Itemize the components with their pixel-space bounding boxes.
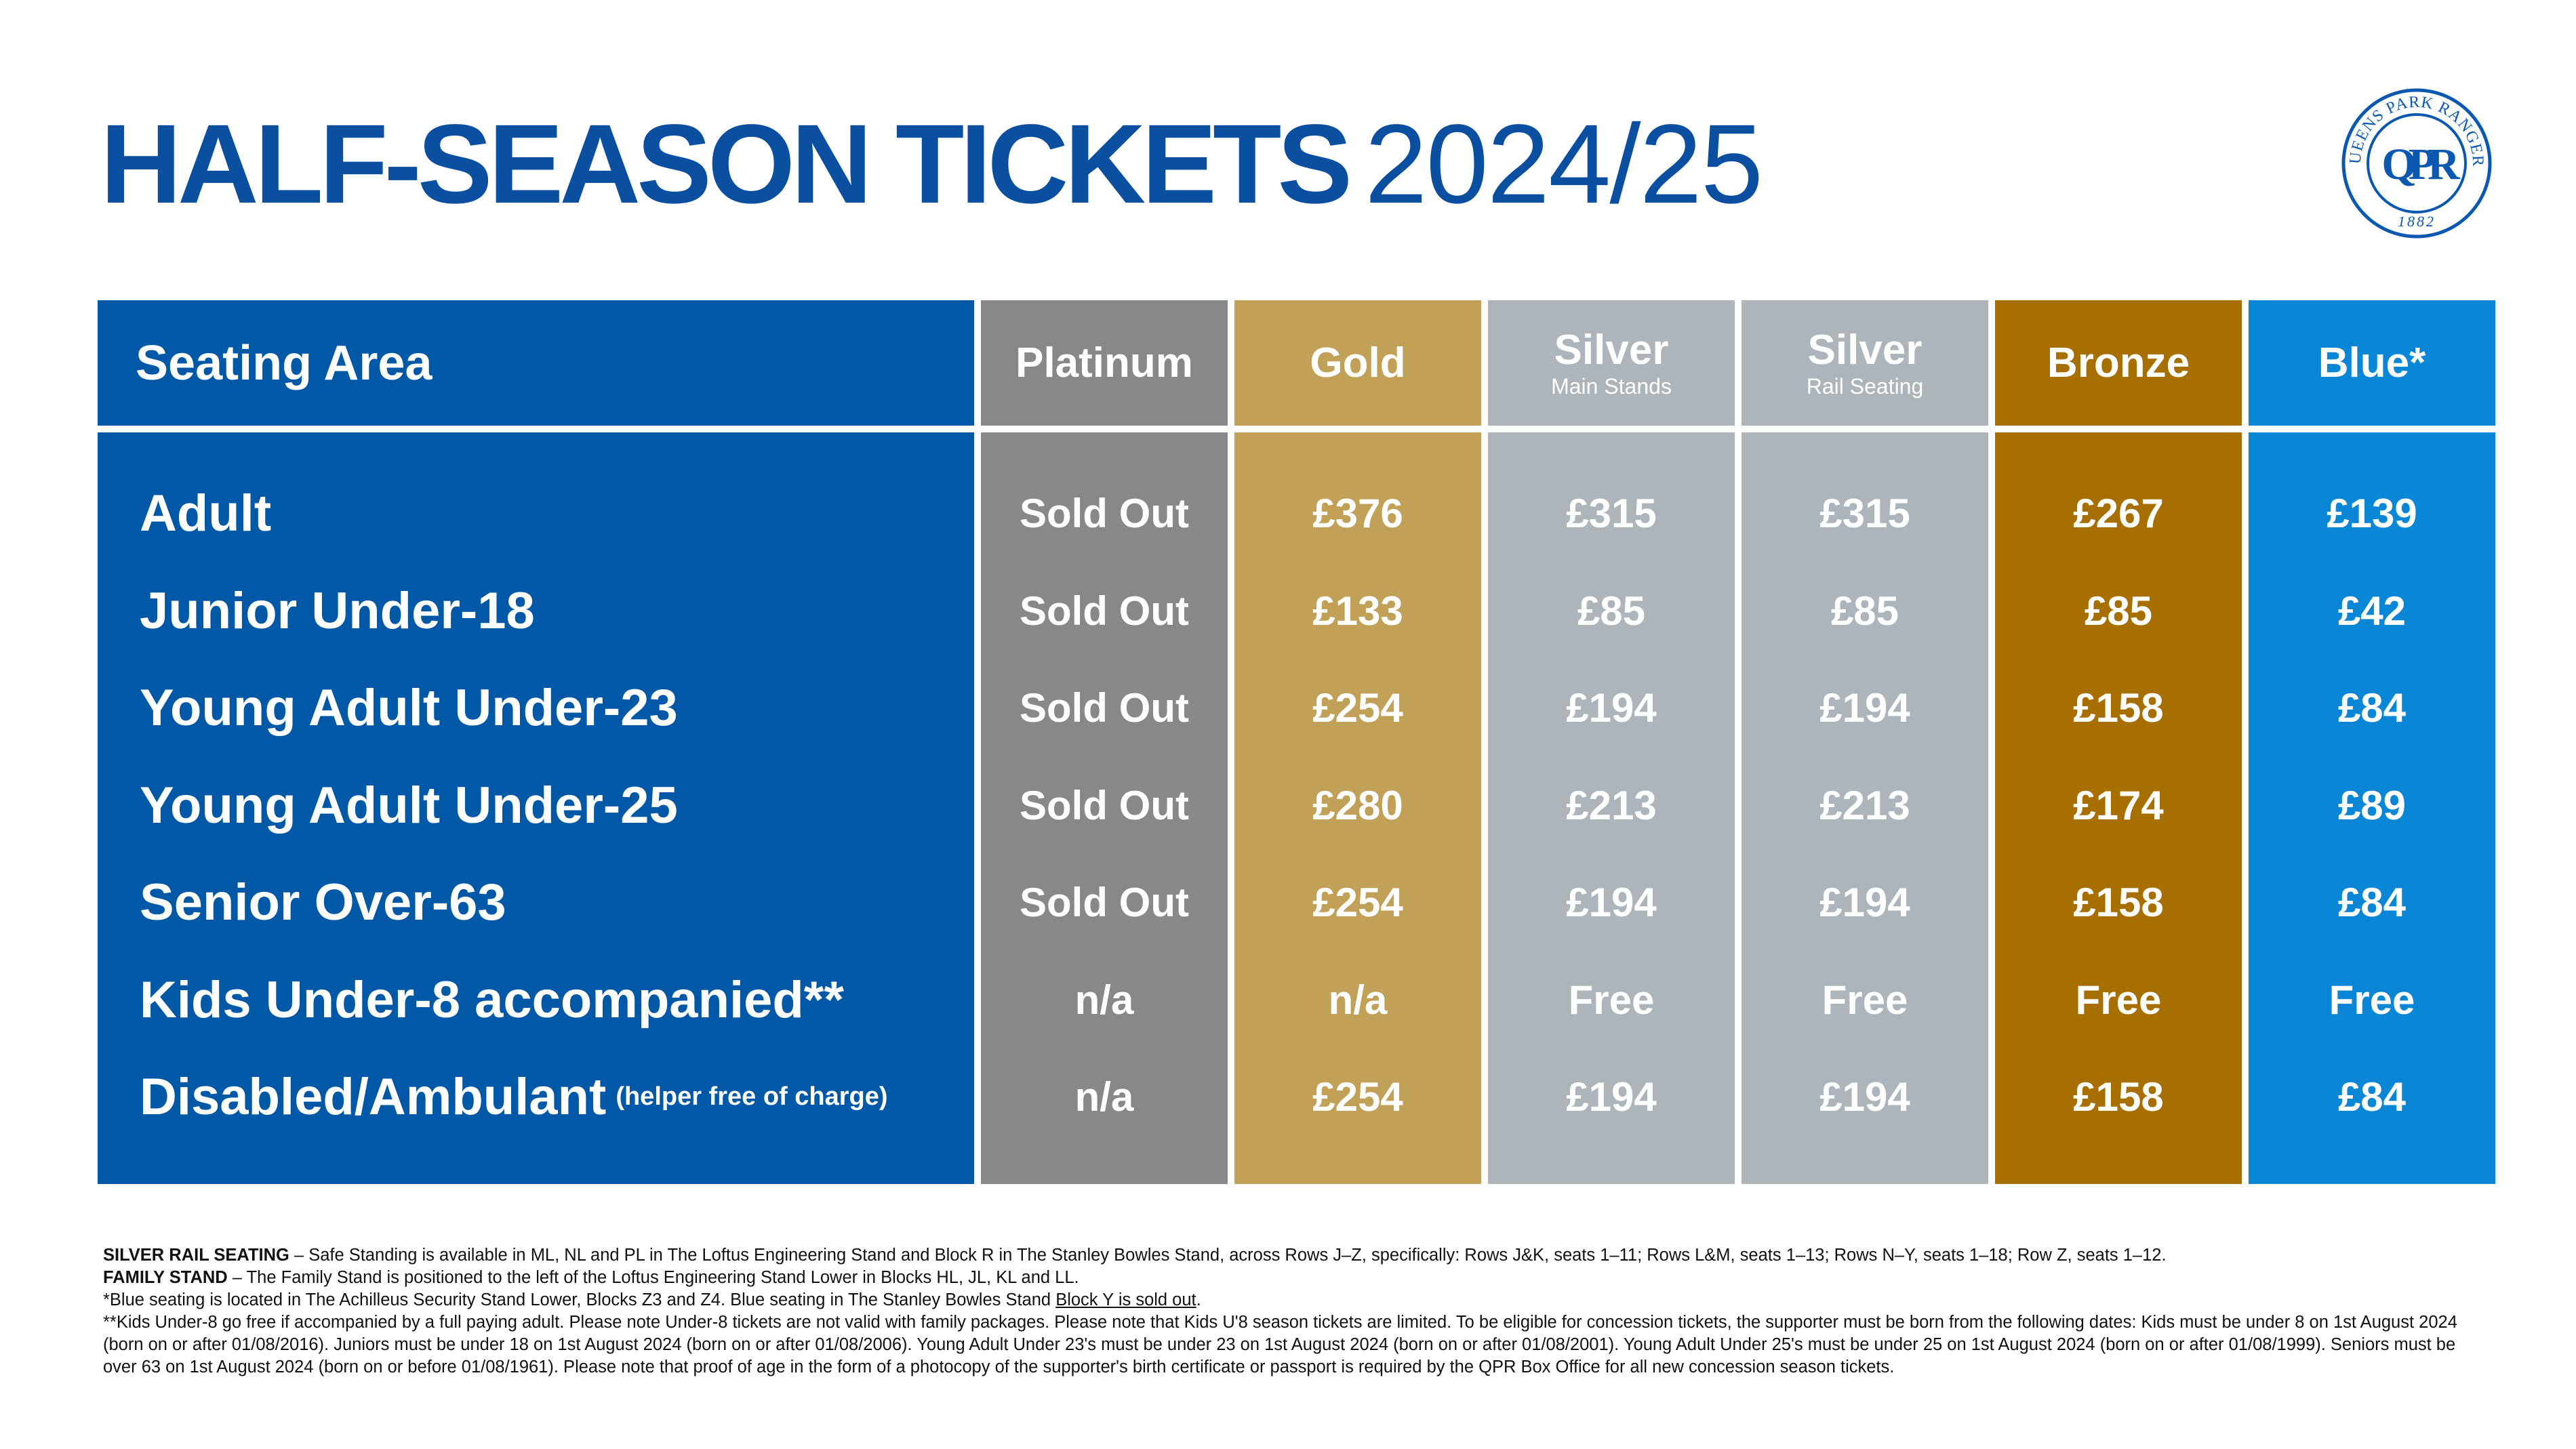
price-cell: Free (2075, 977, 2162, 1023)
price-cell: Free (2329, 977, 2415, 1023)
price-cell: £139 (2327, 491, 2417, 537)
price-cell: Free (1822, 977, 1908, 1023)
row-label: Young Adult Under-23 (98, 659, 974, 757)
price-cell: £84 (2337, 880, 2407, 926)
price-cell: £158 (2073, 1074, 2164, 1120)
footnote-text: *Blue seating is located in The Achilleu… (103, 1290, 1056, 1309)
header-sub: Rail Seating (1806, 373, 1924, 399)
row-label: Disabled/Ambulant (helper free of charge) (98, 1048, 974, 1146)
header-name: Bronze (2047, 339, 2190, 386)
price-cell: Sold Out (1020, 588, 1189, 634)
row-label: Senior Over-63 (98, 854, 974, 952)
header-name: Gold (1310, 339, 1406, 386)
price-cell: £315 (1566, 491, 1657, 537)
row-label: Junior Under-18 (98, 563, 974, 660)
price-cell: £194 (1566, 1074, 1657, 1120)
price-cell: £85 (2084, 588, 2153, 634)
price-cell: Sold Out (1020, 880, 1189, 926)
row-label-text: Young Adult Under-23 (140, 679, 678, 737)
ticket-price-table: Seating Area Platinum Gold Silver Main St… (98, 300, 2495, 1184)
price-cell: £89 (2337, 782, 2407, 828)
page-title: HALF-SEASON TICKETS 2024/25 (100, 108, 1763, 221)
footnote-family: FAMILY STAND – The Family Stand is posit… (103, 1267, 2489, 1289)
row-label: Adult (98, 465, 974, 563)
price-cell: £213 (1566, 782, 1657, 828)
row-label: Young Adult Under-25 (98, 757, 974, 855)
header-blue: Blue* (2249, 300, 2495, 426)
price-cell: £85 (1577, 588, 1646, 634)
row-label-text: Disabled/Ambulant (140, 1068, 607, 1126)
footnote-text: . (1196, 1290, 1201, 1309)
price-cell: £85 (1830, 588, 1899, 634)
row-label-note: (helper free of charge) (616, 1082, 888, 1111)
footnote-kids: **Kids Under-8 go free if accompanied by… (103, 1313, 2457, 1376)
row-label: Kids Under-8 accompanied** (98, 952, 974, 1049)
price-cell: Sold Out (1020, 782, 1189, 828)
column-silver-rail: £315 £85 £194 £213 £194 Free £194 (1742, 432, 1988, 1184)
row-label-text: Young Adult Under-25 (140, 776, 678, 834)
price-cell: £194 (1566, 880, 1657, 926)
price-cell: £194 (1819, 685, 1910, 731)
price-cell: n/a (1328, 977, 1388, 1023)
header-name: Blue* (2318, 339, 2426, 386)
row-label-text: Senior Over-63 (140, 874, 506, 932)
price-cell: £174 (2073, 782, 2164, 828)
price-cell: £376 (1312, 491, 1403, 537)
header-name: Silver (1807, 326, 1923, 373)
price-cell: £254 (1312, 685, 1403, 731)
price-cell: £194 (1819, 1074, 1910, 1120)
price-cell: £84 (2337, 1074, 2407, 1120)
footnote-text: – Safe Standing is available in ML, NL a… (289, 1246, 2167, 1265)
column-silver-main: £315 £85 £194 £213 £194 Free £194 (1488, 432, 1735, 1184)
header-gold: Gold (1234, 300, 1481, 426)
price-cell: £280 (1312, 782, 1403, 828)
price-cell: £254 (1312, 1074, 1403, 1120)
footnote-title: FAMILY STAND (103, 1268, 228, 1287)
title-season: 2024/25 (1365, 102, 1763, 227)
title-main: HALF-SEASON TICKETS (100, 102, 1352, 227)
header-name: Platinum (1015, 339, 1193, 386)
header-silver-main: Silver Main Stands (1488, 300, 1735, 426)
row-label-text: Adult (140, 485, 272, 543)
price-cell: Sold Out (1020, 685, 1189, 731)
row-label-text: Kids Under-8 accompanied** (140, 971, 844, 1029)
footnote-silver-rail: SILVER RAIL SEATING – Safe Standing is a… (103, 1244, 2489, 1267)
footnote-blue: *Blue seating is located in The Achilleu… (103, 1289, 2489, 1311)
price-cell: £194 (1566, 685, 1657, 731)
price-cell: n/a (1074, 977, 1134, 1023)
price-cell: n/a (1074, 1074, 1134, 1120)
block-y-sold-out-link[interactable]: Block Y is sold out (1055, 1290, 1196, 1309)
footnote-title: SILVER RAIL SEATING (103, 1246, 289, 1265)
column-blue: £139 £42 £84 £89 £84 Free £84 (2249, 432, 2495, 1184)
header-sub: Main Stands (1551, 373, 1672, 399)
column-platinum: Sold Out Sold Out Sold Out Sold Out Sold Out… (981, 432, 1228, 1184)
price-cell: £194 (1819, 880, 1910, 926)
column-bronze: £267 £85 £158 £174 £158 Free £158 (1995, 432, 2242, 1184)
price-cell: £42 (2337, 588, 2407, 634)
price-cell: Free (1568, 977, 1655, 1023)
header-platinum: Platinum (981, 300, 1228, 426)
price-cell: £267 (2073, 491, 2164, 537)
header-name: Silver (1554, 326, 1669, 373)
row-label-text: Junior Under-18 (140, 581, 535, 640)
price-cell: £158 (2073, 880, 2164, 926)
column-gold: £376 £133 £254 £280 £254 n/a £254 (1234, 432, 1481, 1184)
qpr-crest-logo: QUEENS PARK RANGERS QPR 1882 (2340, 87, 2492, 239)
header-seating-area: Seating Area (98, 300, 974, 426)
svg-text:1882: 1882 (2398, 213, 2436, 230)
header-bronze: Bronze (1995, 300, 2242, 426)
column-ticket-types: Adult Junior Under-18 Young Adult Under-23… (98, 432, 974, 1184)
svg-text:QPR: QPR (2381, 140, 2461, 189)
price-cell: £133 (1312, 588, 1403, 634)
footnotes: SILVER RAIL SEATING – Safe Standing is a… (103, 1244, 2489, 1379)
header-silver-rail: Silver Rail Seating (1742, 300, 1988, 426)
price-cell: £315 (1819, 491, 1910, 537)
price-cell: £158 (2073, 685, 2164, 731)
price-cell: Sold Out (1020, 491, 1189, 537)
footnote-text: – The Family Stand is positioned to the … (227, 1268, 1079, 1287)
price-cell: £84 (2337, 685, 2407, 731)
price-cell: £213 (1819, 782, 1910, 828)
price-cell: £254 (1312, 880, 1403, 926)
